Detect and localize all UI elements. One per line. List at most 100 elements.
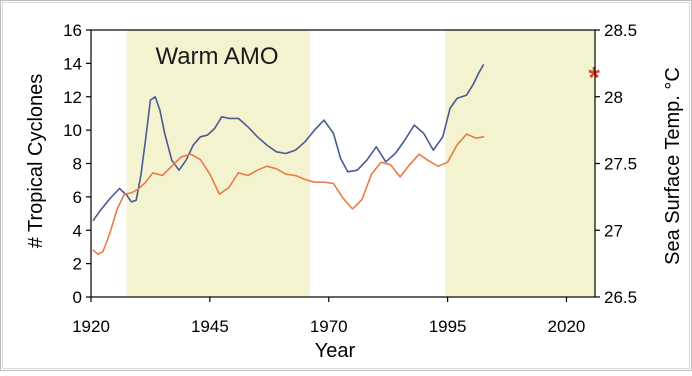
- sst-data-point: [116, 208, 118, 210]
- sst-data-point: [427, 160, 430, 162]
- cyclones-data-point: [347, 171, 349, 173]
- sst-data-point: [275, 168, 278, 170]
- cyclones-data-point: [482, 64, 484, 66]
- cyclones-data-point: [99, 209, 102, 211]
- sst-data-point: [97, 253, 99, 255]
- cyclones-data-point: [404, 139, 406, 141]
- sst-data-point: [285, 173, 287, 175]
- sst-data-point: [418, 153, 420, 155]
- cyclones-data-point: [145, 137, 147, 140]
- cyclones-data-point: [366, 159, 368, 161]
- x-tick-label: 1970: [310, 317, 348, 336]
- cyclones-data-point: [178, 169, 180, 171]
- sst-data-point: [342, 197, 344, 199]
- sst-data-point: [137, 188, 140, 190]
- left-y-tick-label: 14: [63, 54, 82, 73]
- cyclones-data-point: [285, 152, 287, 155]
- sst-data-point: [109, 232, 111, 234]
- left-y-tick-label: 6: [73, 188, 82, 207]
- right-y-tick-label: 28.5: [604, 21, 637, 40]
- sst-data-point: [218, 193, 220, 195]
- cyclones-data-point: [423, 132, 425, 135]
- cyclones-data-point: [206, 134, 209, 136]
- sst-data-point: [130, 192, 133, 194]
- cyclones-data-point: [394, 152, 396, 155]
- sst-data-point: [399, 176, 401, 178]
- sst-data-point: [466, 133, 468, 135]
- cyclones-data-point: [164, 132, 166, 135]
- cyclones-data-point: [92, 219, 94, 221]
- series-layer: [92, 64, 485, 256]
- cyclones-data-point: [149, 99, 152, 101]
- annotation-layer: *: [588, 61, 600, 94]
- cyclones-data-point: [199, 136, 201, 138]
- right-y-tick-label: 28: [604, 88, 623, 107]
- cyclones-data-point: [154, 96, 156, 98]
- left-y-axis-title: # Tropical Cyclones: [25, 74, 47, 249]
- sst-data-point: [237, 172, 239, 174]
- sst-data-point: [304, 178, 306, 181]
- sst-data-point: [370, 173, 373, 175]
- cyclones-data-point: [323, 119, 325, 121]
- sst-data-point: [256, 169, 259, 171]
- cyclones-data-point: [247, 126, 249, 128]
- sst-data-point: [145, 181, 147, 183]
- sst-data-point: [190, 153, 192, 155]
- cyclones-data-point: [340, 157, 342, 160]
- cyclones-data-point: [466, 94, 468, 96]
- left-y-tick-label: 8: [73, 155, 82, 174]
- cyclones-data-point: [256, 136, 259, 138]
- right-y-tick-label: 27: [604, 221, 623, 240]
- cyclones-data-point: [456, 97, 458, 100]
- cyclones-data-point: [171, 159, 173, 161]
- tick-labels: 0 2 4 6 8 10 12 14 16 26.5 27 27.5 28 28.5 1920 1945 197…: [63, 21, 637, 336]
- sst-data-point: [437, 165, 439, 167]
- axes-layer: [86, 29, 600, 302]
- cyclones-data-point: [442, 136, 444, 138]
- left-y-tick-label: 2: [73, 255, 82, 274]
- cyclones-data-point: [477, 72, 480, 74]
- sst-data-point: [123, 193, 125, 195]
- shaded-regions: [126, 30, 595, 297]
- sst-data-point: [294, 174, 297, 177]
- sst-data-point: [247, 174, 249, 177]
- left-y-tick-label: 10: [63, 121, 82, 140]
- sst-data-point: [482, 136, 484, 138]
- cyclones-data-point: [413, 124, 415, 126]
- cyclones-data-point: [228, 117, 230, 120]
- right-y-tick-label: 27.5: [604, 155, 637, 174]
- x-axis-title: Year: [315, 340, 356, 362]
- right-y-axis-title: Sea Surface Temp. °C: [662, 67, 684, 265]
- sst-data-point: [389, 164, 392, 166]
- cyclones-data-point: [118, 187, 121, 190]
- sst-data-point: [408, 164, 411, 166]
- x-tick-label: 2020: [548, 317, 586, 336]
- left-y-tick-label: 16: [63, 21, 82, 40]
- cyclones-data-point: [185, 159, 187, 161]
- sst-data-point: [313, 181, 316, 183]
- cyclones-data-point: [473, 82, 475, 84]
- cyclones-data-point: [266, 144, 268, 146]
- cyclones-data-point: [214, 127, 216, 130]
- cyclones-data-point: [304, 141, 306, 143]
- sst-data-point: [447, 161, 449, 163]
- sst-data-point: [92, 249, 94, 251]
- cyclones-data-point: [332, 132, 335, 135]
- left-y-tick-label: 4: [73, 221, 82, 240]
- left-y-tick-label: 0: [73, 288, 82, 307]
- sst-data-point: [152, 172, 154, 174]
- cyclones-data-point: [109, 197, 111, 200]
- x-tick-label: 1945: [191, 317, 229, 336]
- x-tick-label: 1995: [429, 317, 467, 336]
- cyclones-data-point: [126, 194, 128, 196]
- cyclones-data-point: [432, 149, 434, 151]
- sst-data-point: [180, 156, 182, 158]
- cyclones-data-point: [375, 146, 377, 148]
- sst-data-point: [361, 198, 363, 201]
- sst-data-point: [380, 161, 382, 163]
- sst-data-point: [199, 158, 201, 161]
- cyclones-data-point: [449, 107, 451, 110]
- right-y-tick-label: 26.5: [604, 288, 637, 307]
- sst-data-point: [351, 208, 354, 210]
